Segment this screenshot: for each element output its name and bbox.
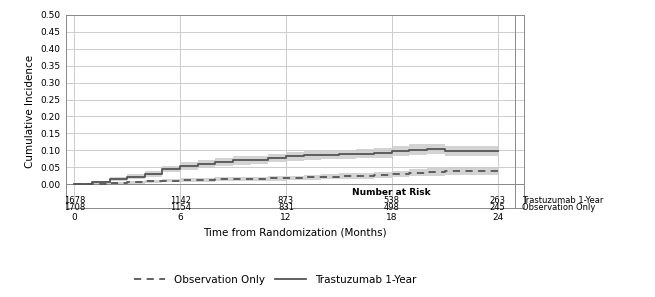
Text: Observation Only: Observation Only [522, 203, 595, 212]
Text: 1142: 1142 [170, 196, 191, 205]
Text: 1678: 1678 [64, 196, 85, 205]
Text: Number at Risk: Number at Risk [352, 188, 431, 197]
Text: 245: 245 [490, 203, 506, 212]
Text: 1154: 1154 [170, 203, 191, 212]
Text: 873: 873 [278, 196, 294, 205]
Text: 498: 498 [384, 203, 400, 212]
Y-axis label: Cumulative Incidence: Cumulative Incidence [25, 55, 35, 168]
Text: Trastuzumab 1-Year: Trastuzumab 1-Year [522, 196, 604, 205]
Legend: Observation Only, Trastuzumab 1-Year: Observation Only, Trastuzumab 1-Year [130, 271, 421, 289]
Text: 831: 831 [278, 203, 294, 212]
X-axis label: Time from Randomization (Months): Time from Randomization (Months) [203, 227, 386, 237]
Text: 538: 538 [384, 196, 400, 205]
Text: 263: 263 [489, 196, 506, 205]
Text: 1708: 1708 [64, 203, 85, 212]
